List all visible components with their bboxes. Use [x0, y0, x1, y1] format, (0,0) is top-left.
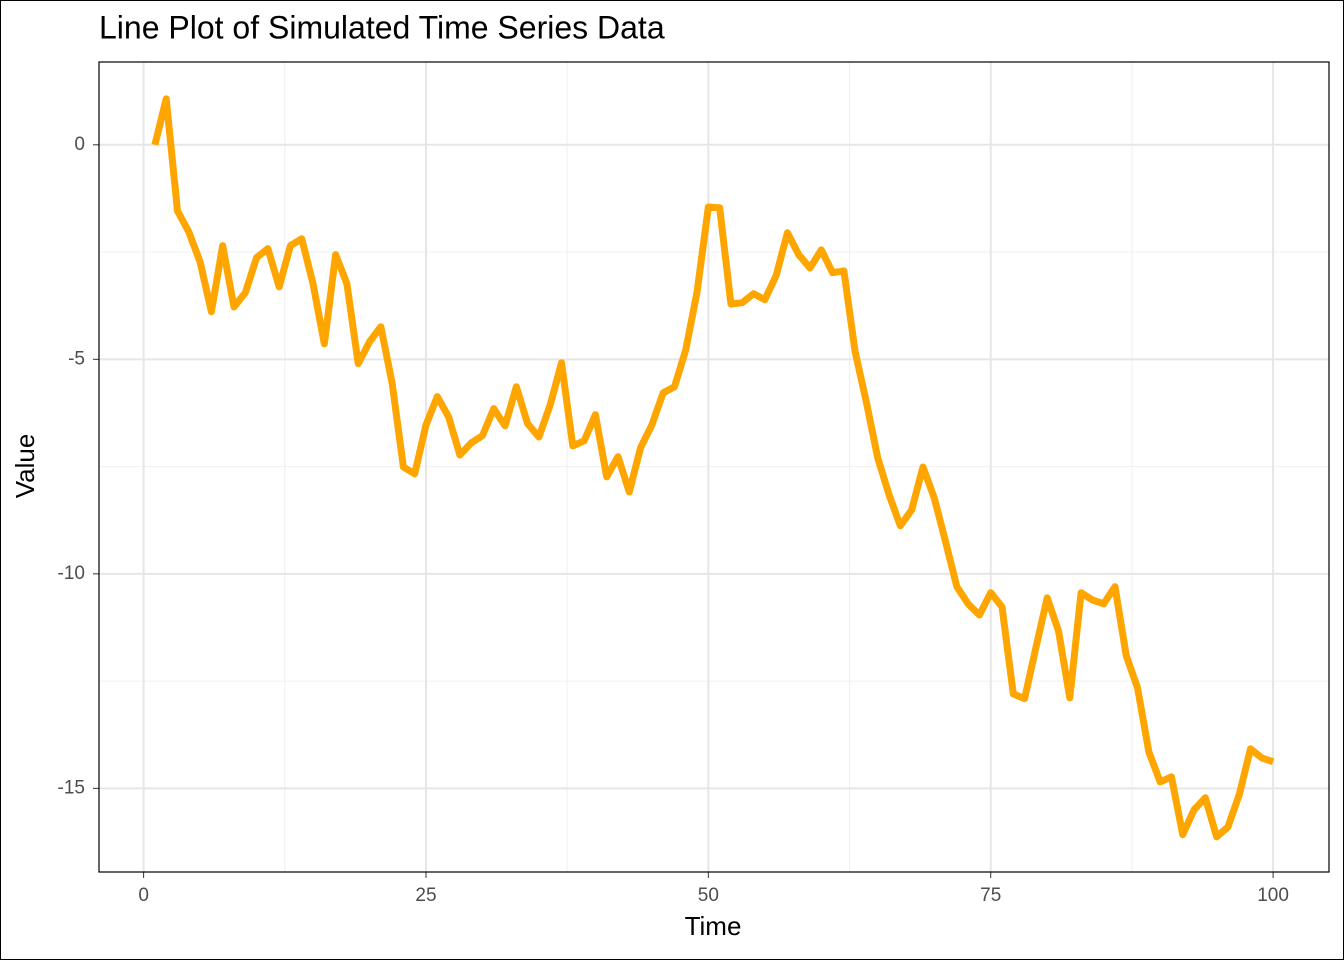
x-axis-label: Time — [685, 911, 742, 941]
x-tick-label: 75 — [980, 885, 1001, 906]
y-tick-label: -5 — [68, 348, 85, 369]
x-tick-label: 100 — [1257, 885, 1289, 906]
line — [151, 95, 1275, 841]
chart-title: Line Plot of Simulated Time Series Data — [99, 9, 665, 45]
y-tick-label: 0 — [74, 134, 85, 155]
x-tick-label: 0 — [138, 885, 149, 906]
y-axis-label: Value — [10, 434, 40, 499]
x-tick-label: 50 — [698, 885, 719, 906]
y-tick-label: -15 — [58, 777, 85, 798]
x-tick-label: 25 — [415, 885, 436, 906]
plot-border — [98, 61, 1330, 873]
y-tick-label: -10 — [58, 563, 85, 584]
